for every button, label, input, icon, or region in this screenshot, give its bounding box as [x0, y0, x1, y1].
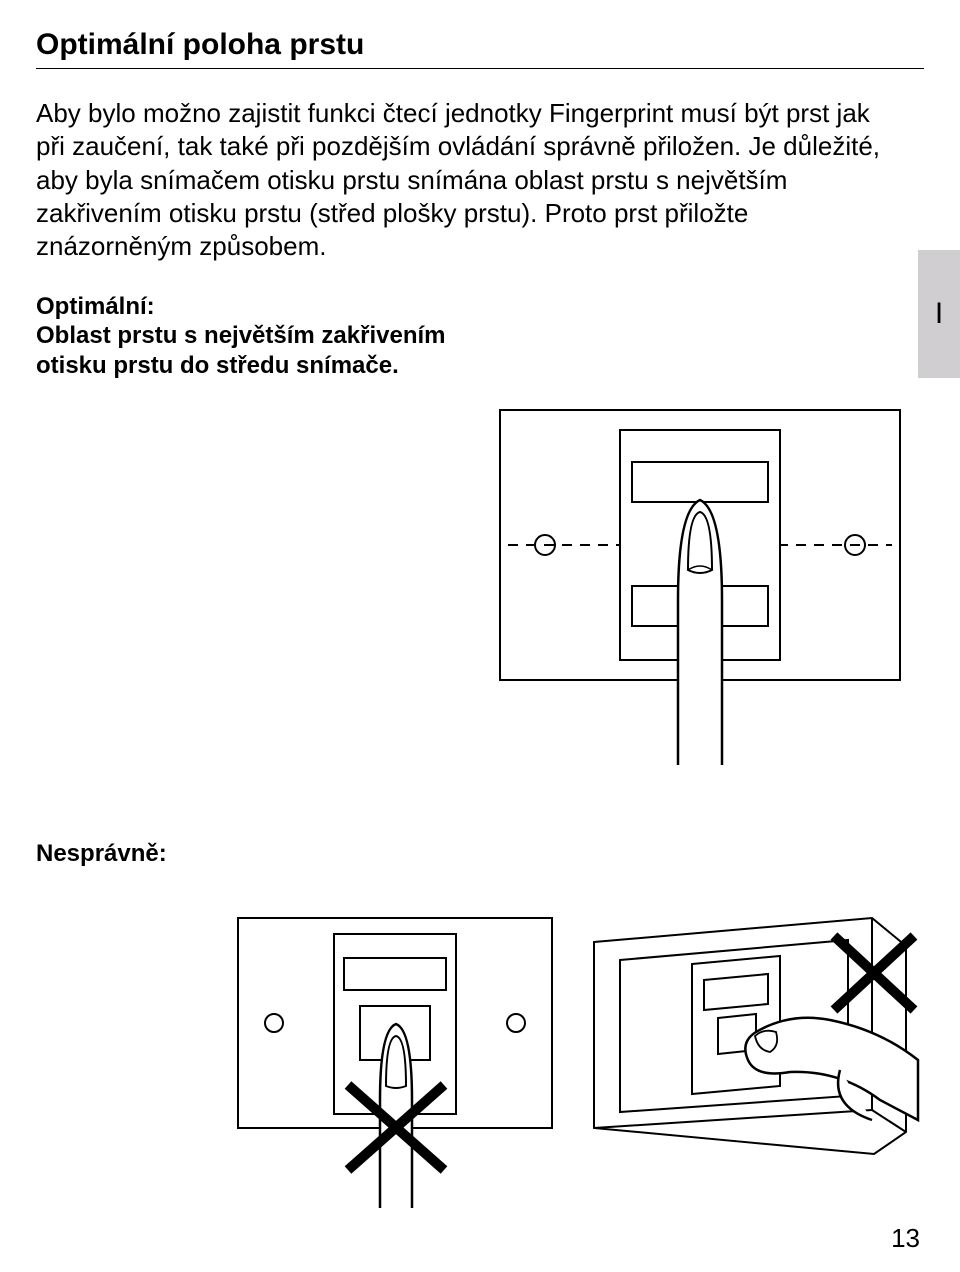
- optimal-block: Optimální: Oblast prstu s největším zakř…: [36, 293, 924, 381]
- figure-correct: [490, 400, 910, 770]
- optimal-description: Oblast prstu s největším zakřivením otis…: [36, 321, 496, 381]
- side-tab: I: [918, 250, 960, 378]
- optimal-title: Optimální:: [36, 293, 924, 321]
- body-paragraph: Aby bylo možno zajistit funkci čtecí jed…: [36, 97, 896, 263]
- page-number: 13: [891, 1223, 920, 1254]
- incorrect-label: Nesprávně:: [36, 840, 167, 868]
- wrong1-diagram-icon: [230, 910, 560, 1210]
- heading-rule: [36, 68, 924, 69]
- side-tab-label: I: [935, 297, 943, 331]
- page-heading: Optimální poloha prstu: [36, 28, 924, 62]
- figure-wrong-2: [580, 910, 920, 1180]
- wrong2-diagram-icon: [580, 910, 920, 1180]
- figure-wrong-1: [230, 910, 560, 1210]
- correct-diagram-icon: [490, 400, 910, 770]
